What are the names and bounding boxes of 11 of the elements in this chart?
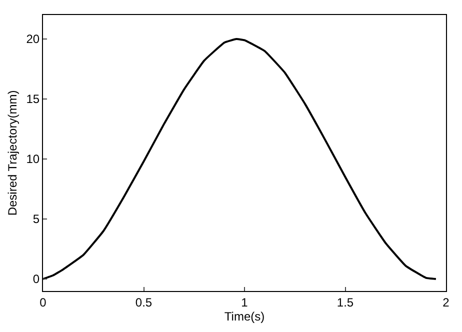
y-tick-label: 15 [26,92,40,106]
x-tick-label: 1 [241,295,248,310]
y-tick-label: 10 [26,152,40,166]
x-axis-title: Time(s) [224,309,265,324]
y-tick-label: 20 [26,32,40,46]
y-tick-label: 5 [32,212,40,226]
y-tick-label: 0 [32,272,40,286]
y-axis-title: Desired Trajectory(mm) [6,90,20,216]
x-tick-label: 2 [442,295,450,310]
x-tick-label: 0.5 [135,295,152,310]
x-tick-label: 1.5 [336,295,354,310]
